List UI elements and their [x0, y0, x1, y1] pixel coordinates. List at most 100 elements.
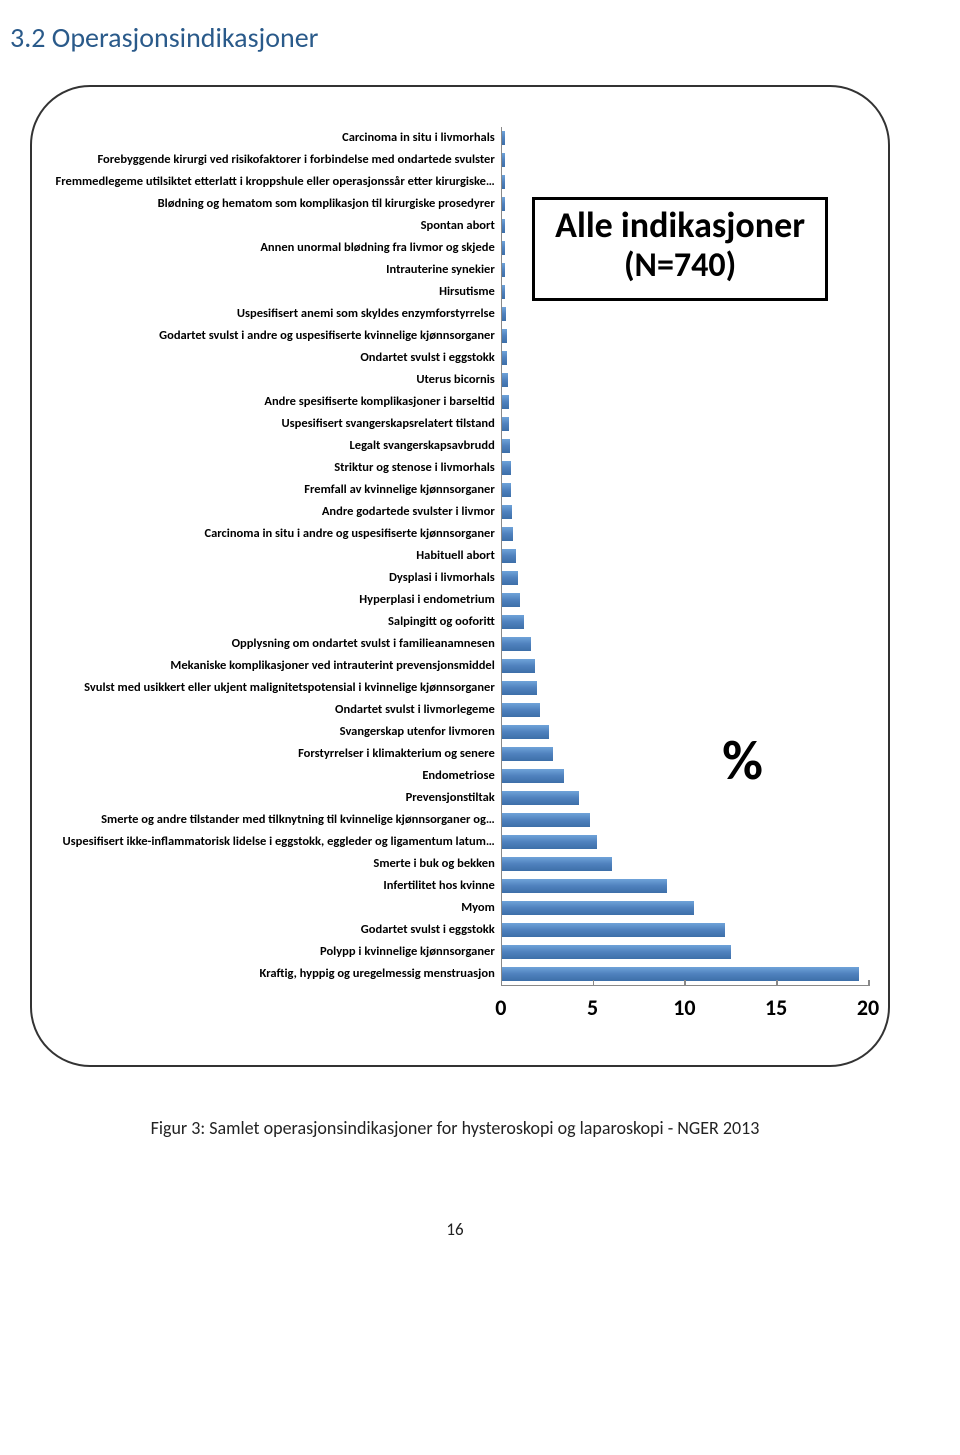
bar-row: [502, 875, 868, 897]
bar: [502, 527, 513, 541]
bar: [502, 417, 509, 431]
bar-row: [502, 655, 868, 677]
bar-row: [502, 413, 868, 435]
bar-row: [502, 479, 868, 501]
bar: [502, 549, 517, 563]
bar: [502, 131, 505, 145]
bar-label: Uspesifisert svangerskapsrelatert tilsta…: [52, 413, 495, 435]
bar-row: [502, 347, 868, 369]
bar: [502, 835, 597, 849]
bar: [502, 329, 507, 343]
bar: [502, 879, 667, 893]
bar-row: [502, 721, 868, 743]
bar: [502, 351, 507, 365]
bar: [502, 439, 510, 453]
bar-label: Ondartet svulst i eggstokk: [52, 347, 495, 369]
bar-row: [502, 853, 868, 875]
bar-row: [502, 941, 868, 963]
x-tick-label: 5: [587, 994, 598, 1021]
bar-row: [502, 831, 868, 853]
bar: [502, 373, 508, 387]
bar-row: [502, 457, 868, 479]
bar-label: Smerte i buk og bekken: [52, 853, 495, 875]
bar-label: Dysplasi i livmorhals: [52, 567, 495, 589]
bar-row: [502, 699, 868, 721]
bar-row: [502, 523, 868, 545]
bar-label: Fremfall av kvinnelige kjønnsorganer: [52, 479, 495, 501]
bar-row: [502, 545, 868, 567]
bar-row: [502, 765, 868, 787]
bar-label: Uspesifisert ikke-inflammatorisk lidelse…: [52, 831, 495, 853]
bar: [502, 461, 511, 475]
bar: [502, 967, 859, 981]
bar-row: [502, 303, 868, 325]
bar-label: Forebyggende kirurgi ved risikofaktorer …: [52, 149, 495, 171]
bar-row: [502, 611, 868, 633]
bar-label: Andre spesifiserte komplikasjoner i bars…: [52, 391, 495, 413]
bar-row: [502, 435, 868, 457]
y-axis-labels: Carcinoma in situ i livmorhalsForebyggen…: [52, 127, 501, 985]
x-tick: [868, 980, 870, 986]
bar-row: [502, 281, 868, 303]
bar-label: Opplysning om ondartet svulst i familiea…: [52, 633, 495, 655]
bar-label: Uterus bicornis: [52, 369, 495, 391]
bar: [502, 703, 540, 717]
bar-row: [502, 325, 868, 347]
bar-row: [502, 567, 868, 589]
x-tick: [593, 980, 595, 986]
figure-caption: Figur 3: Samlet operasjonsindikasjoner f…: [0, 1117, 910, 1139]
bar-label: Polypp i kvinnelige kjønnsorganer: [52, 941, 495, 963]
bar-row: [502, 391, 868, 413]
bar-row: [502, 743, 868, 765]
bar-row: [502, 897, 868, 919]
bar-label: Mekaniske komplikasjoner ved intrauterin…: [52, 655, 495, 677]
bar-label: Endometriose: [52, 765, 495, 787]
chart-frame: Alle indikasjoner (N=740) % Carcinoma in…: [30, 85, 890, 1067]
chart-area: Carcinoma in situ i livmorhalsForebyggen…: [52, 127, 868, 985]
x-tick: [501, 980, 503, 986]
bar-row: [502, 259, 868, 281]
bar: [502, 923, 725, 937]
bar-row: [502, 127, 868, 149]
x-axis: 05101520: [501, 985, 868, 1035]
bar-label: Hyperplasi i endometrium: [52, 589, 495, 611]
bar-label: Godartet svulst i eggstokk: [52, 919, 495, 941]
bar: [502, 857, 612, 871]
bar: [502, 659, 535, 673]
bar-row: [502, 215, 868, 237]
bar-label: Salpingitt og ooforitt: [52, 611, 495, 633]
bar: [502, 945, 731, 959]
bar: [502, 747, 553, 761]
bar-label: Svangerskap utenfor livmoren: [52, 721, 495, 743]
bar-row: [502, 809, 868, 831]
bar: [502, 901, 694, 915]
bar: [502, 175, 505, 189]
bar-row: [502, 171, 868, 193]
bar-label: Blødning og hematom som komplikasjon til…: [52, 193, 495, 215]
bar-row: [502, 501, 868, 523]
bar-label: Spontan abort: [52, 215, 495, 237]
bar-row: [502, 193, 868, 215]
bar: [502, 483, 511, 497]
bar: [502, 197, 505, 211]
bar: [502, 791, 579, 805]
bar: [502, 395, 509, 409]
bar: [502, 637, 531, 651]
bar-label: Hirsutisme: [52, 281, 495, 303]
bar-label: Svulst med usikkert eller ukjent maligni…: [52, 677, 495, 699]
bar-row: [502, 919, 868, 941]
bar-label: Godartet svulst i andre og uspesifiserte…: [52, 325, 495, 347]
bar: [502, 813, 590, 827]
bar-row: [502, 369, 868, 391]
section-title: 3.2 Operasjonsindikasjoner: [10, 20, 910, 55]
bar: [502, 725, 550, 739]
x-tick-label: 15: [765, 994, 787, 1021]
bar-label: Carcinoma in situ i livmorhals: [52, 127, 495, 149]
bar-label: Legalt svangerskapsavbrudd: [52, 435, 495, 457]
bar: [502, 681, 537, 695]
bar-label: Habituell abort: [52, 545, 495, 567]
bar-label: Carcinoma in situ i andre og uspesifiser…: [52, 523, 495, 545]
bar-row: [502, 149, 868, 171]
bar: [502, 571, 518, 585]
bar-label: Uspesifisert anemi som skyldes enzymfors…: [52, 303, 495, 325]
